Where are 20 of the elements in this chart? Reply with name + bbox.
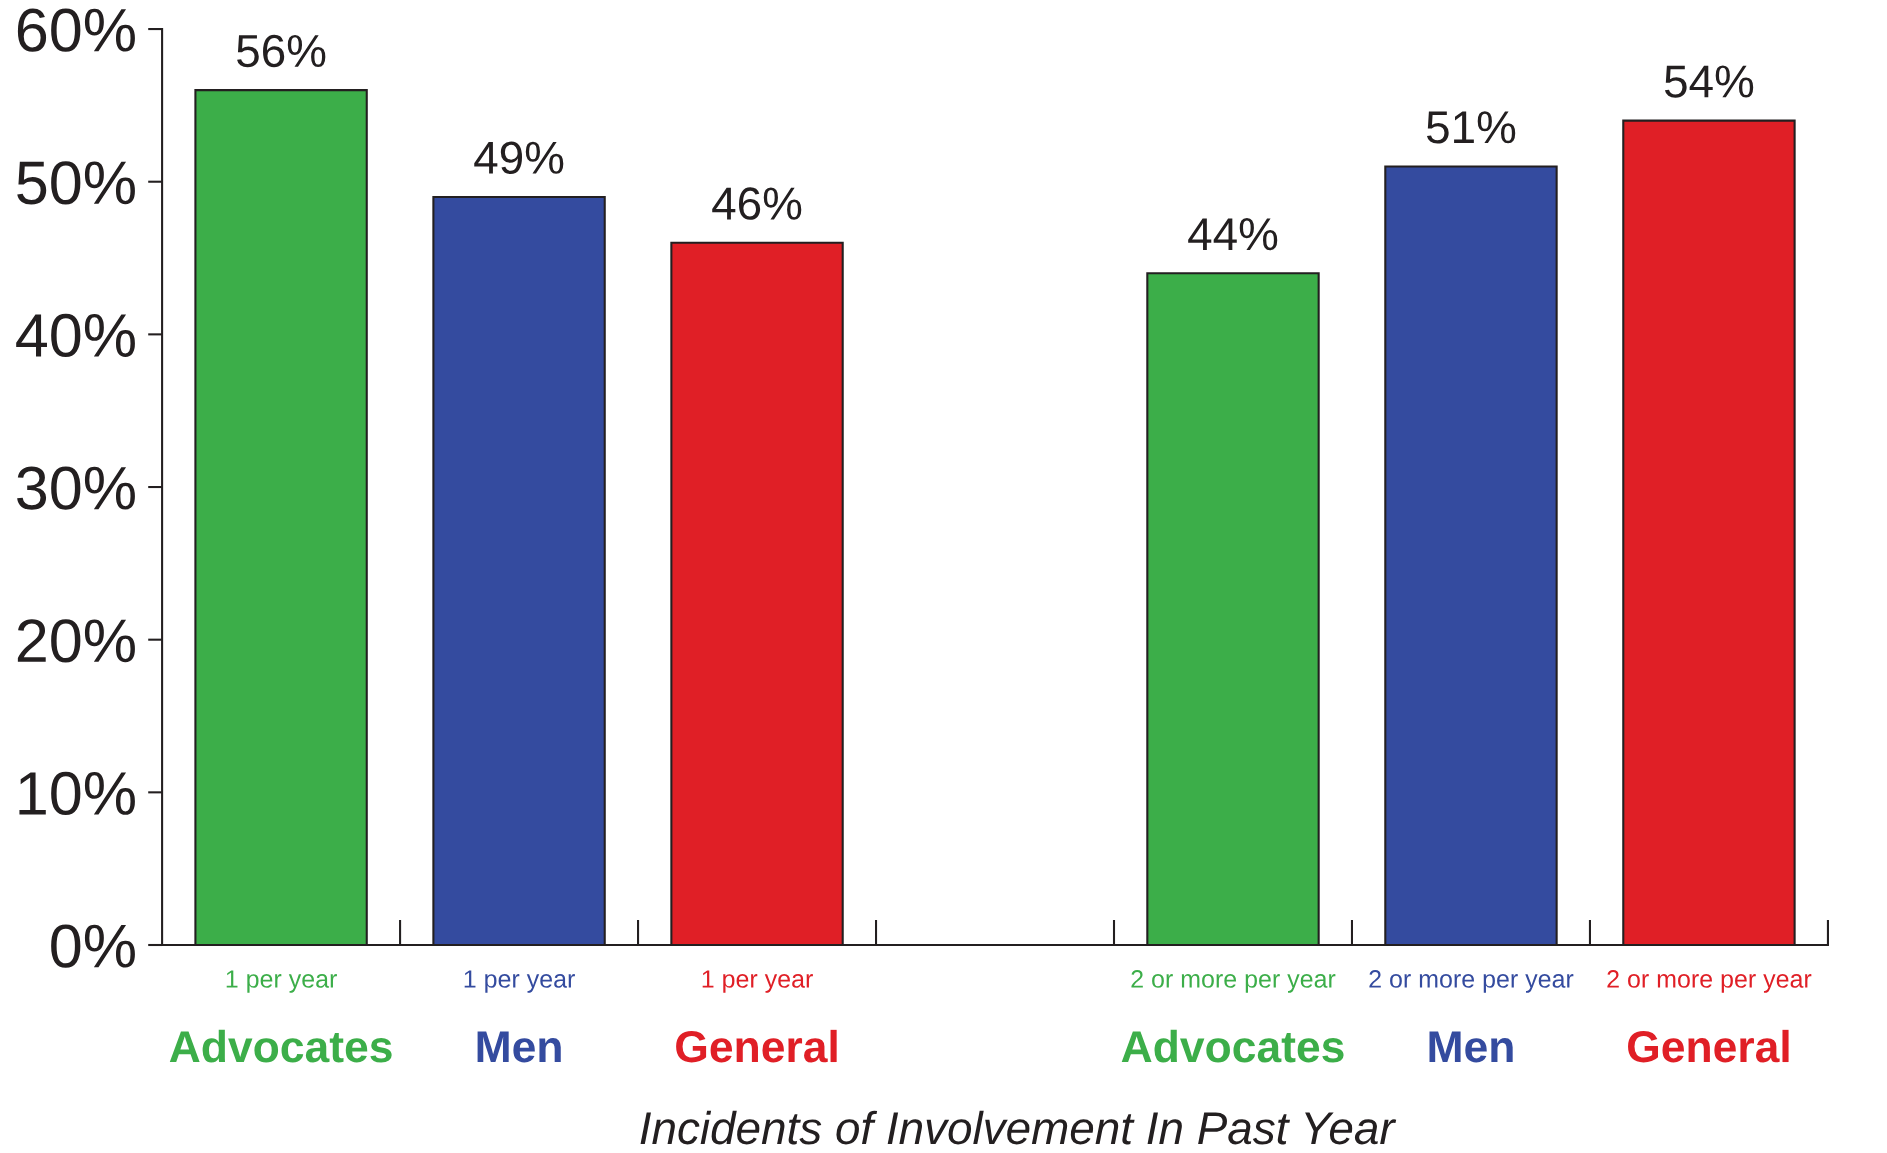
y-tick-label: 10% — [19, 771, 135, 816]
y-tick-label: 0% — [51, 924, 135, 968]
category-label: 2 or more per year General — [1607, 970, 1812, 1063]
category-label: 1 per year Men — [464, 970, 575, 1063]
data-label: 56% — [237, 34, 326, 68]
category-label: 2 or more per year Advocates — [1121, 970, 1344, 1063]
y-tick-label: 40% — [16, 313, 135, 358]
category-label: 1 per year General — [676, 970, 837, 1063]
data-label: 54% — [1664, 65, 1754, 98]
data-label: 49% — [474, 141, 564, 175]
data-label: 51% — [1426, 111, 1516, 144]
y-tick-label: 50% — [17, 161, 135, 205]
data-label: 46% — [712, 187, 802, 220]
category-label: 2 or more per year Men — [1369, 970, 1574, 1063]
y-tick-label: 30% — [17, 466, 135, 510]
y-tick-label: 60% — [17, 8, 135, 52]
y-tick-label: 20% — [17, 619, 135, 663]
data-label: 44% — [1188, 218, 1278, 251]
x-axis-title: Incidents of Involvement In Past Year — [640, 1110, 1397, 1145]
category-label: 1 per year Advocates — [169, 970, 392, 1063]
